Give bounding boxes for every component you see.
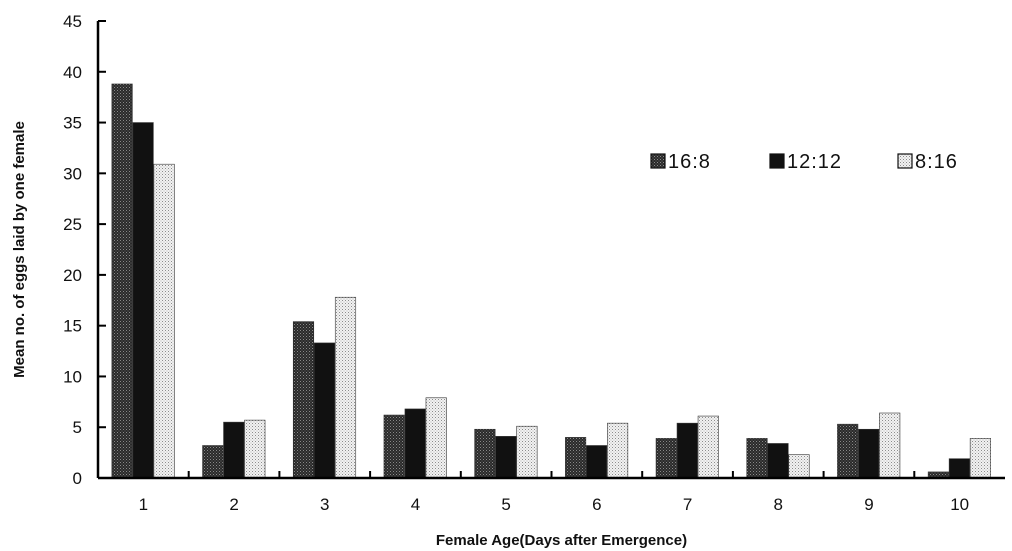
bar-16-8-day-2 — [202, 445, 224, 479]
x-tick-label: 7 — [683, 495, 692, 514]
x-tick-label: 10 — [950, 495, 969, 514]
bar-16-8-day-1 — [111, 83, 133, 479]
bar-16-8-day-4 — [383, 414, 405, 479]
bar-8-16-day-2 — [244, 419, 266, 479]
y-tick-label: 25 — [63, 215, 82, 234]
y-axis-label: Mean no. of eggs laid by one female — [11, 121, 28, 378]
x-tick-label: 6 — [592, 495, 601, 514]
bar-16-8-day-6 — [565, 437, 587, 479]
y-tick-label: 5 — [73, 418, 82, 437]
bar-16-8-day-9 — [837, 423, 859, 479]
bar-12-12-day-5 — [495, 436, 517, 479]
bar-12-12-day-7 — [676, 422, 698, 479]
bar-8-16-day-8 — [788, 454, 810, 479]
bar-16-8-day-8 — [746, 438, 768, 479]
bar-12-12-day-1 — [132, 122, 154, 479]
y-tick-label: 20 — [63, 266, 82, 285]
x-tick-label: 8 — [774, 495, 783, 514]
y-ticks-group: 0 5 10 15 20 25 30 35 40 45 — [63, 12, 106, 488]
y-tick-label: 45 — [63, 12, 82, 31]
x-tick-label: 2 — [229, 495, 238, 514]
bar-8-16-day-9 — [879, 412, 901, 479]
legend-swatch-16-8 — [650, 153, 666, 169]
bar-12-12-day-6 — [586, 445, 608, 479]
legend-swatch-12-12 — [769, 153, 785, 169]
x-tick-label: 5 — [501, 495, 510, 514]
x-ticks-group: 1 2 3 4 5 6 7 8 9 10 — [139, 471, 969, 514]
bar-12-12-day-10 — [948, 458, 970, 479]
legend-label-8-16: 8:16 — [915, 151, 958, 173]
bar-12-12-day-8 — [767, 443, 789, 479]
bar-12-12-day-9 — [858, 428, 880, 479]
bar-16-8-day-5 — [474, 428, 496, 479]
legend-label-16-8: 16:8 — [668, 151, 711, 173]
legend-label-12-12: 12:12 — [787, 151, 842, 173]
x-tick-label: 4 — [411, 495, 420, 514]
bar-8-16-day-10 — [969, 438, 991, 479]
bar-16-8-day-3 — [292, 321, 315, 479]
bar-8-16-day-3 — [334, 296, 357, 479]
x-axis-label: Female Age(Days after Emergence) — [436, 532, 687, 549]
y-tick-label: 35 — [63, 114, 82, 133]
y-tick-label: 40 — [63, 63, 82, 82]
x-tick-label: 1 — [139, 495, 148, 514]
bars-group — [111, 83, 991, 479]
bar-12-12-day-4 — [404, 408, 426, 479]
y-tick-label: 0 — [73, 469, 82, 488]
bar-12-12-day-3 — [313, 342, 336, 479]
bar-8-16-day-7 — [697, 415, 719, 479]
x-tick-label: 3 — [320, 495, 329, 514]
bar-8-16-day-5 — [516, 425, 538, 479]
y-tick-label: 10 — [63, 367, 82, 386]
x-tick-label: 9 — [864, 495, 873, 514]
legend: 16:8 12:12 8:16 — [650, 151, 958, 173]
legend-swatch-8-16 — [897, 153, 913, 169]
bar-12-12-day-2 — [223, 421, 245, 479]
bar-8-16-day-6 — [607, 422, 629, 479]
bar-8-16-day-1 — [153, 163, 175, 479]
bar-16-8-day-7 — [655, 438, 677, 479]
y-tick-label: 30 — [63, 164, 82, 183]
y-tick-label: 15 — [63, 317, 82, 336]
bar-8-16-day-4 — [425, 397, 447, 479]
